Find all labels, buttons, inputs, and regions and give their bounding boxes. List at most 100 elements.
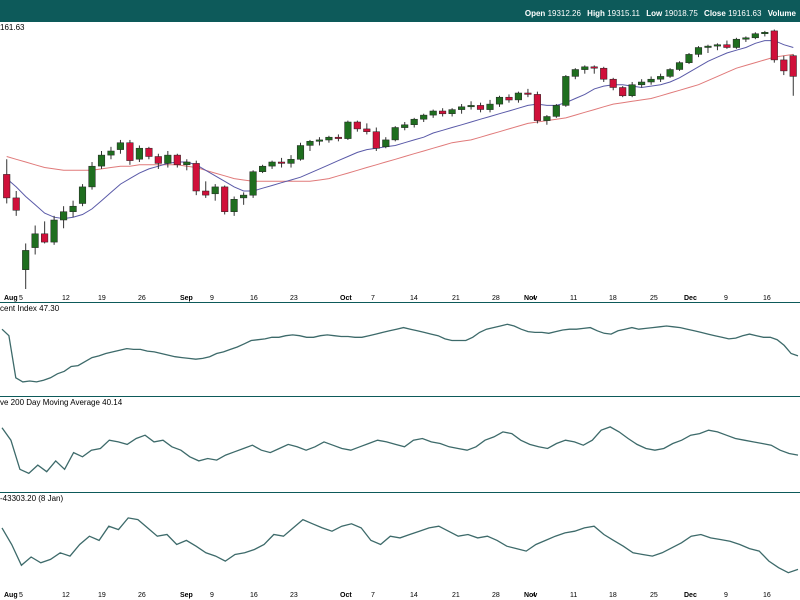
x-tick-label: 4	[532, 592, 536, 599]
candle-up	[306, 141, 314, 146]
candle-up	[22, 250, 30, 270]
candle-up	[675, 62, 684, 70]
candle-up	[183, 161, 191, 166]
candle-up	[467, 105, 475, 108]
candle-up	[259, 165, 267, 172]
x-tick-label: 28	[492, 295, 500, 302]
candle-up	[382, 139, 390, 148]
candle-down	[334, 136, 342, 139]
x-tick-label: 16	[763, 592, 771, 599]
x-tick-label: Dec	[684, 592, 697, 599]
candle-down	[277, 161, 286, 164]
candle-up	[581, 66, 589, 70]
candle-up	[50, 219, 58, 243]
candle-up	[315, 139, 323, 142]
candle-down	[202, 190, 210, 196]
candle-up	[88, 165, 96, 188]
candle-down	[590, 66, 598, 69]
candle-up	[230, 199, 238, 212]
candle-down	[154, 156, 162, 164]
low-value: 19018.75	[664, 9, 698, 18]
candle-up	[543, 116, 551, 121]
indicator-1-line	[1, 323, 799, 383]
indicator-1-title: cent Index 47.30	[0, 304, 60, 313]
indicator-2-title: ve 200 Day Moving Average 40.14	[0, 398, 123, 407]
candle-up	[732, 38, 740, 48]
candle-down	[619, 87, 627, 97]
indicator-3-title: -43303.20 (8 Jan)	[0, 494, 63, 503]
candle-up	[135, 147, 143, 160]
candle-up	[240, 194, 248, 199]
x-tick-label: 9	[724, 295, 728, 302]
x-tick-label: 23	[290, 592, 298, 599]
candle-up	[638, 81, 646, 86]
x-tick-label: 25	[650, 592, 658, 599]
candle-up	[448, 109, 456, 114]
candle-up	[657, 76, 665, 80]
candle-down	[12, 197, 20, 211]
candle-up	[429, 110, 437, 116]
candle-up	[571, 69, 579, 77]
candle-up	[742, 37, 750, 40]
candle-up	[31, 233, 39, 248]
x-tick-label: 18	[609, 592, 617, 599]
candle-up	[211, 186, 219, 195]
x-tick-label: 25	[650, 295, 658, 302]
candle-up	[287, 159, 295, 164]
candle-up	[562, 76, 570, 106]
candle-down	[533, 94, 541, 121]
indicator-3-line	[1, 517, 799, 574]
low-label: Low	[646, 9, 663, 18]
x-tick-label: 16	[250, 592, 258, 599]
x-tick-label: 11	[570, 295, 577, 302]
x-tick-label: 9	[724, 592, 728, 599]
candle-down	[192, 163, 200, 192]
candle-down	[524, 92, 532, 95]
open-value: 19312.26	[547, 9, 581, 18]
x-tick-label: 12	[62, 592, 70, 599]
x-tick-label: Oct	[340, 295, 352, 302]
candle-down	[173, 154, 181, 166]
candle-down	[145, 147, 153, 157]
candle-up	[60, 211, 68, 221]
x-tick-label: 9	[210, 592, 214, 599]
x-tick-label: Nov	[524, 592, 537, 599]
candle-up	[761, 32, 769, 34]
x-tick-label: 19	[98, 592, 106, 599]
candle-up	[268, 161, 276, 167]
high-value: 19315.11	[607, 9, 640, 18]
candle-up	[116, 142, 124, 150]
x-tick-label: 5	[19, 295, 23, 302]
x-tick-label: 12	[62, 295, 70, 302]
candle-down	[41, 233, 49, 243]
high-label: High	[587, 9, 605, 18]
candle-up	[69, 205, 77, 212]
x-tick-label: 5	[19, 592, 23, 599]
candle-up	[164, 154, 172, 164]
candle-down	[505, 96, 513, 101]
candle-up	[401, 124, 409, 128]
candle-down	[600, 67, 608, 80]
candle-up	[713, 44, 721, 47]
x-tick-label: 21	[452, 592, 460, 599]
x-tick-label: 7	[371, 592, 375, 599]
candle-up	[296, 145, 305, 160]
x-tick-label: Aug	[4, 295, 18, 302]
candle-down	[372, 131, 380, 149]
price-series-layer	[3, 29, 797, 289]
candle-up	[628, 84, 636, 96]
x-tick-label: 19	[98, 295, 106, 302]
candle-up	[107, 150, 115, 156]
close-value: 19161.63	[728, 9, 762, 18]
candle-down	[770, 30, 778, 61]
candle-up	[391, 127, 399, 141]
ma-long-line	[6, 53, 794, 182]
candle-up	[514, 92, 522, 101]
indicator-2-line	[1, 426, 799, 475]
candle-down	[221, 186, 229, 212]
indicator-panel-3	[0, 493, 800, 588]
candle-down	[780, 59, 788, 72]
ma-short-line	[6, 40, 794, 220]
